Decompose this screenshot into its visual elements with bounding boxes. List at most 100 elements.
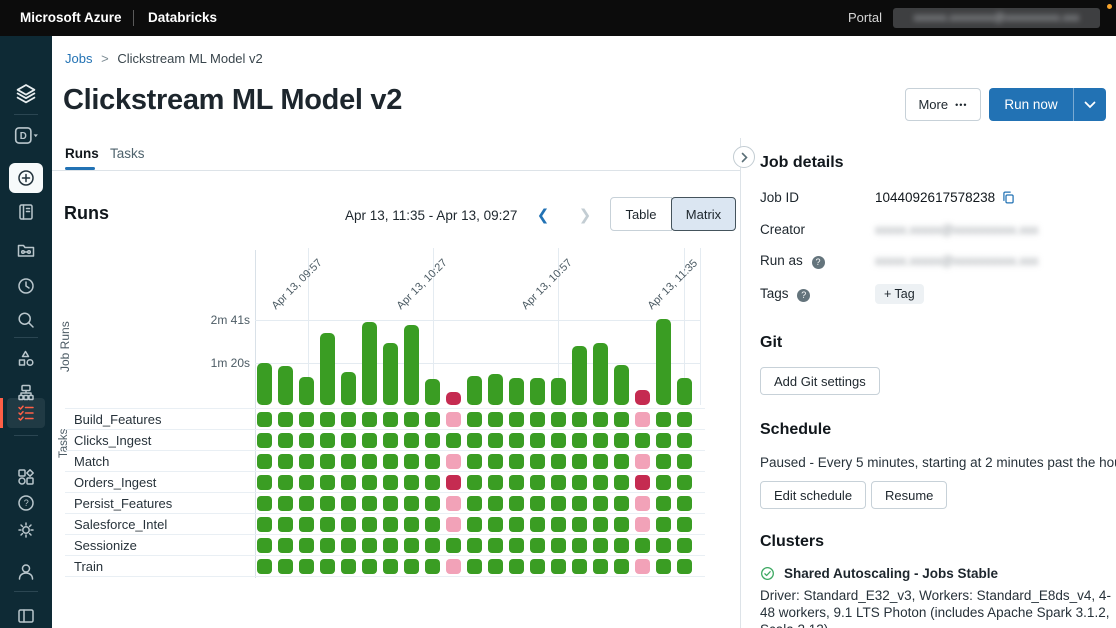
collapse-sidebar-icon[interactable] bbox=[0, 602, 52, 628]
task-cell-success[interactable] bbox=[383, 454, 398, 469]
task-cell-success[interactable] bbox=[572, 559, 587, 574]
task-cell-skipped[interactable] bbox=[635, 559, 650, 574]
run-bar-success[interactable] bbox=[509, 378, 524, 405]
task-cell-success[interactable] bbox=[572, 475, 587, 490]
task-cell-success[interactable] bbox=[341, 538, 356, 553]
task-cell-success[interactable] bbox=[404, 475, 419, 490]
run-bar-success[interactable] bbox=[404, 325, 419, 405]
task-cell-success[interactable] bbox=[257, 412, 272, 427]
run-bar-success[interactable] bbox=[551, 378, 566, 405]
task-cell-success[interactable] bbox=[320, 538, 335, 553]
task-cell-success[interactable] bbox=[593, 538, 608, 553]
task-cell-success[interactable] bbox=[257, 475, 272, 490]
task-cell-success[interactable] bbox=[278, 559, 293, 574]
task-cell-success[interactable] bbox=[341, 496, 356, 511]
run-bar-success[interactable] bbox=[614, 365, 629, 405]
task-cell-success[interactable] bbox=[383, 433, 398, 448]
task-cell-success[interactable] bbox=[467, 517, 482, 532]
task-cell-success[interactable] bbox=[677, 559, 692, 574]
task-cell-success[interactable] bbox=[320, 496, 335, 511]
task-cell-success[interactable] bbox=[446, 433, 461, 448]
task-cell-success[interactable] bbox=[677, 517, 692, 532]
task-cell-success[interactable] bbox=[362, 517, 377, 532]
task-cell-success[interactable] bbox=[677, 496, 692, 511]
task-cell-success[interactable] bbox=[257, 559, 272, 574]
task-cell-skipped[interactable] bbox=[446, 412, 461, 427]
task-cell-success[interactable] bbox=[278, 517, 293, 532]
task-cell-success[interactable] bbox=[593, 559, 608, 574]
task-cell-success[interactable] bbox=[572, 517, 587, 532]
task-cell-success[interactable] bbox=[425, 433, 440, 448]
run-bar-success[interactable] bbox=[362, 322, 377, 405]
run-bar-success[interactable] bbox=[572, 346, 587, 405]
task-cell-success[interactable] bbox=[341, 412, 356, 427]
task-cell-success[interactable] bbox=[383, 517, 398, 532]
task-cell-success[interactable] bbox=[677, 412, 692, 427]
task-cell-success[interactable] bbox=[656, 475, 671, 490]
task-cell-success[interactable] bbox=[320, 433, 335, 448]
task-cell-success[interactable] bbox=[572, 496, 587, 511]
task-cell-failed[interactable] bbox=[446, 475, 461, 490]
run-bar-success[interactable] bbox=[488, 374, 503, 405]
edit-schedule-button[interactable]: Edit schedule bbox=[760, 481, 867, 509]
task-cell-success[interactable] bbox=[425, 475, 440, 490]
task-cell-success[interactable] bbox=[635, 538, 650, 553]
run-now-dropdown[interactable] bbox=[1074, 88, 1106, 121]
task-cell-success[interactable] bbox=[488, 559, 503, 574]
workspace-icon[interactable] bbox=[0, 198, 52, 226]
task-cell-success[interactable] bbox=[425, 559, 440, 574]
task-cell-success[interactable] bbox=[593, 433, 608, 448]
collapse-panel-button[interactable] bbox=[733, 146, 755, 168]
task-cell-success[interactable] bbox=[614, 475, 629, 490]
task-cell-success[interactable] bbox=[299, 538, 314, 553]
task-cell-success[interactable] bbox=[404, 517, 419, 532]
task-cell-success[interactable] bbox=[593, 454, 608, 469]
add-tag-chip[interactable]: + Tag bbox=[875, 284, 924, 304]
task-cell-success[interactable] bbox=[677, 538, 692, 553]
workspace-switcher-icon[interactable]: D bbox=[0, 122, 52, 150]
task-cell-skipped[interactable] bbox=[635, 454, 650, 469]
next-page-button[interactable]: ❯ bbox=[578, 207, 592, 224]
task-cell-skipped[interactable] bbox=[635, 496, 650, 511]
task-cell-success[interactable] bbox=[257, 496, 272, 511]
task-cell-success[interactable] bbox=[299, 454, 314, 469]
task-cell-success[interactable] bbox=[572, 412, 587, 427]
task-cell-success[interactable] bbox=[362, 433, 377, 448]
copy-icon[interactable] bbox=[1001, 190, 1016, 205]
task-cell-success[interactable] bbox=[278, 412, 293, 427]
task-cell-success[interactable] bbox=[488, 538, 503, 553]
run-bar-failed[interactable] bbox=[635, 390, 650, 405]
task-cell-success[interactable] bbox=[362, 475, 377, 490]
task-cell-success[interactable] bbox=[320, 454, 335, 469]
settings-icon[interactable] bbox=[0, 516, 52, 544]
task-cell-success[interactable] bbox=[614, 538, 629, 553]
task-cell-success[interactable] bbox=[278, 538, 293, 553]
task-cell-success[interactable] bbox=[509, 433, 524, 448]
task-cell-success[interactable] bbox=[488, 433, 503, 448]
task-cell-success[interactable] bbox=[278, 454, 293, 469]
task-cell-success[interactable] bbox=[404, 559, 419, 574]
task-cell-success[interactable] bbox=[551, 496, 566, 511]
tab-tasks[interactable]: Tasks bbox=[110, 146, 145, 161]
task-cell-success[interactable] bbox=[551, 454, 566, 469]
task-cell-success[interactable] bbox=[488, 412, 503, 427]
run-now-label[interactable]: Run now bbox=[1004, 97, 1058, 112]
task-cell-success[interactable] bbox=[635, 433, 650, 448]
task-cell-success[interactable] bbox=[593, 412, 608, 427]
run-bar-success[interactable] bbox=[425, 379, 440, 405]
task-cell-success[interactable] bbox=[446, 538, 461, 553]
task-cell-success[interactable] bbox=[467, 559, 482, 574]
task-cell-success[interactable] bbox=[530, 433, 545, 448]
task-cell-success[interactable] bbox=[509, 517, 524, 532]
task-cell-success[interactable] bbox=[404, 496, 419, 511]
help-icon[interactable]: ? bbox=[0, 489, 52, 517]
task-cell-success[interactable] bbox=[362, 559, 377, 574]
run-bar-success[interactable] bbox=[530, 378, 545, 405]
task-cell-success[interactable] bbox=[467, 538, 482, 553]
run-bar-success[interactable] bbox=[341, 372, 356, 405]
task-cell-success[interactable] bbox=[320, 412, 335, 427]
task-cell-success[interactable] bbox=[593, 496, 608, 511]
run-bar-failed[interactable] bbox=[446, 392, 461, 405]
task-cell-success[interactable] bbox=[530, 412, 545, 427]
task-cell-success[interactable] bbox=[299, 475, 314, 490]
